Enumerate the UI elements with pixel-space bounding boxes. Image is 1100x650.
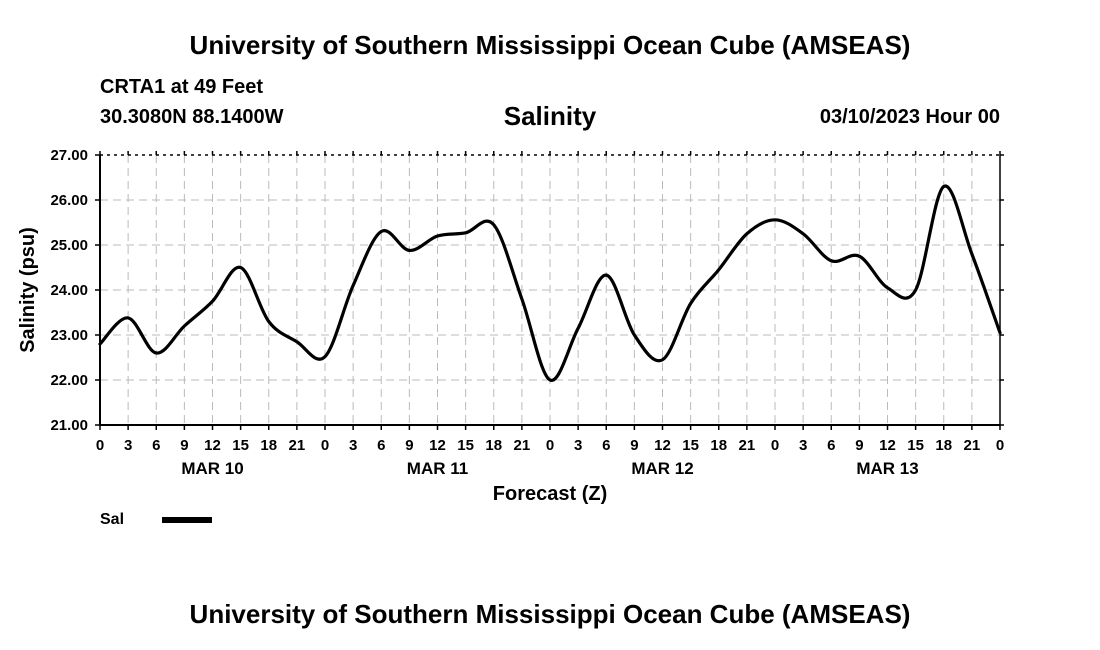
coordinates-label: 30.3080N 88.1400W [100, 106, 284, 128]
y-tick-label: 26.00 [50, 192, 88, 209]
x-tick-label: 6 [377, 437, 385, 454]
x-tick-label: 18 [485, 437, 502, 454]
x-tick-label: 21 [289, 437, 306, 454]
x-tick-label: 18 [935, 437, 952, 454]
x-tick-label: 12 [204, 437, 221, 454]
x-tick-label: 18 [710, 437, 727, 454]
series-line-sal [98, 184, 1002, 382]
bottom-title: University of Southern Mississippi Ocean… [189, 599, 911, 629]
x-tick-label: 0 [546, 437, 554, 454]
x-tick-label: 21 [739, 437, 756, 454]
x-tick-label: 0 [96, 437, 104, 454]
x-tick-label: 12 [654, 437, 671, 454]
y-tick-label: 25.00 [50, 237, 88, 254]
legend-swatch [162, 517, 212, 523]
forecast-datetime: 03/10/2023 Hour 00 [819, 106, 1000, 128]
x-axis-title: Forecast (Z) [493, 483, 607, 505]
y-tick-label: 23.00 [50, 327, 88, 344]
x-tick-label: 9 [180, 437, 188, 454]
x-tick-label: 3 [799, 437, 807, 454]
x-tick-label: 12 [429, 437, 446, 454]
x-tick-label: 12 [879, 437, 896, 454]
day-label: MAR 11 [407, 459, 468, 478]
x-tick-label: 9 [855, 437, 863, 454]
y-axis-title: Salinity (psu) [17, 227, 39, 353]
y-tick-label: 27.00 [50, 147, 88, 164]
x-tick-label: 15 [232, 437, 249, 454]
top-title: University of Southern Mississippi Ocean… [189, 30, 911, 60]
x-tick-label: 21 [964, 437, 981, 454]
x-tick-label: 15 [457, 437, 474, 454]
x-tick-label: 9 [405, 437, 413, 454]
day-label: MAR 10 [181, 459, 243, 478]
x-tick-label: 18 [260, 437, 277, 454]
x-tick-label: 15 [907, 437, 924, 454]
x-tick-label: 3 [574, 437, 582, 454]
x-tick-label: 0 [771, 437, 779, 454]
chart-title: Salinity [503, 101, 597, 131]
legend-label: Sal [100, 511, 125, 528]
x-tick-label: 0 [321, 437, 329, 454]
x-tick-label: 21 [514, 437, 531, 454]
day-label: MAR 12 [631, 459, 693, 478]
y-tick-label: 21.00 [50, 417, 88, 434]
x-tick-label: 6 [152, 437, 160, 454]
x-tick-label: 0 [996, 437, 1004, 454]
x-tick-label: 6 [827, 437, 835, 454]
x-tick-label: 3 [349, 437, 357, 454]
x-tick-label: 3 [124, 437, 132, 454]
day-label: MAR 13 [856, 459, 918, 478]
y-tick-label: 22.00 [50, 372, 88, 389]
x-tick-label: 6 [602, 437, 610, 454]
station-label: CRTA1 at 49 Feet [100, 76, 264, 98]
y-tick-label: 24.00 [50, 282, 88, 299]
x-tick-label: 15 [682, 437, 699, 454]
x-tick-label: 9 [630, 437, 638, 454]
